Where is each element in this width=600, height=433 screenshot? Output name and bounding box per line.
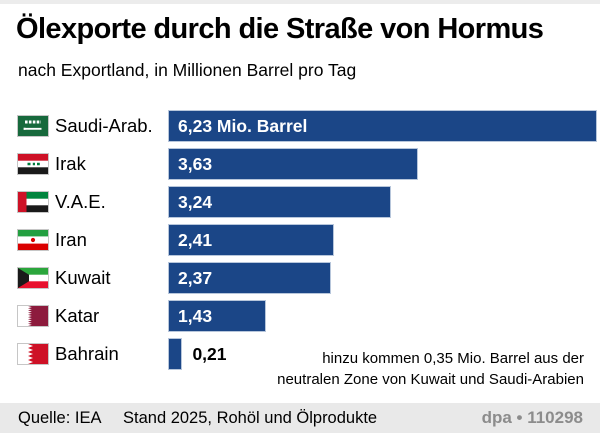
bar-track: 1,43: [168, 300, 597, 332]
flag-saudi-arabia-icon: [18, 116, 48, 136]
flag-iran-icon: [18, 230, 48, 250]
bar-value-label: 1,43: [178, 306, 213, 326]
bar-chart: Saudi-Arab. 6,23 Mio. Barrel Irak 3,63: [0, 110, 600, 376]
country-label: Bahrain: [55, 343, 119, 364]
bar-saudi-arabia: [168, 110, 597, 142]
bar-track: 0,21: [168, 338, 597, 370]
bar-track: 6,23 Mio. Barrel: [168, 110, 597, 142]
flag-bahrain-icon: [18, 344, 48, 364]
country-label: Kuwait: [55, 267, 111, 288]
chart-row-iran: Iran 2,41: [0, 224, 600, 256]
chart-row-iraq: Irak 3,63: [0, 148, 600, 180]
bar-track: 2,41: [168, 224, 597, 256]
annotation-note: hinzu kommen 0,35 Mio. Barrel aus der ne…: [277, 348, 584, 390]
bar-value-label: 3,63: [178, 154, 213, 174]
bar-iraq: [168, 148, 418, 180]
annotation-line-1: hinzu kommen 0,35 Mio. Barrel aus der: [322, 350, 584, 367]
page-title: Ölexporte durch die Straße von Hormus: [16, 13, 544, 45]
chart-row-kuwait: Kuwait 2,37: [0, 262, 600, 294]
flag-qatar-icon: [18, 306, 48, 326]
bar-kuwait: [168, 262, 332, 294]
bar-value-label: 0,21: [192, 344, 227, 364]
flag-kuwait-icon: [18, 268, 48, 288]
bar-value-label: 2,37: [178, 268, 213, 288]
flag-uae-icon: [18, 192, 48, 212]
country-label: Katar: [55, 305, 100, 326]
bar-bahrain: [168, 338, 183, 370]
status-label: Stand 2025, Rohöl und Ölprodukte: [123, 409, 378, 427]
country-label: Iran: [55, 229, 87, 250]
chart-row-uae: V.A.E. 3,24: [0, 186, 600, 218]
footer-bar: Quelle: IEA Stand 2025, Rohöl und Ölprod…: [0, 403, 600, 433]
annotation-line-2: neutralen Zone von Kuwait und Saudi-Arab…: [277, 371, 584, 388]
country-label: Irak: [55, 153, 86, 174]
chart-row-bahrain: Bahrain 0,21: [0, 338, 600, 370]
page-subtitle: nach Exportland, in Millionen Barrel pro…: [18, 60, 357, 80]
bar-qatar: [168, 300, 267, 332]
bar-value-label: 2,41: [178, 230, 213, 250]
bar-uae: [168, 186, 392, 218]
flag-iraq-icon: [18, 154, 48, 174]
top-border-strip: [0, 0, 600, 4]
bar-value-label: 3,24: [178, 192, 213, 212]
bar-track: 3,63: [168, 148, 597, 180]
source-label: Quelle: IEA: [18, 409, 102, 427]
credit-label: dpa • 110298: [481, 408, 583, 427]
country-label: Saudi-Arab.: [55, 115, 153, 136]
chart-row-qatar: Katar 1,43: [0, 300, 600, 332]
bar-iran: [168, 224, 334, 256]
bar-track: 2,37: [168, 262, 597, 294]
bar-track: 3,24: [168, 186, 597, 218]
chart-row-saudi-arabia: Saudi-Arab. 6,23 Mio. Barrel: [0, 110, 600, 142]
country-label: V.A.E.: [55, 191, 106, 212]
bar-value-label: 6,23 Mio. Barrel: [178, 116, 308, 136]
